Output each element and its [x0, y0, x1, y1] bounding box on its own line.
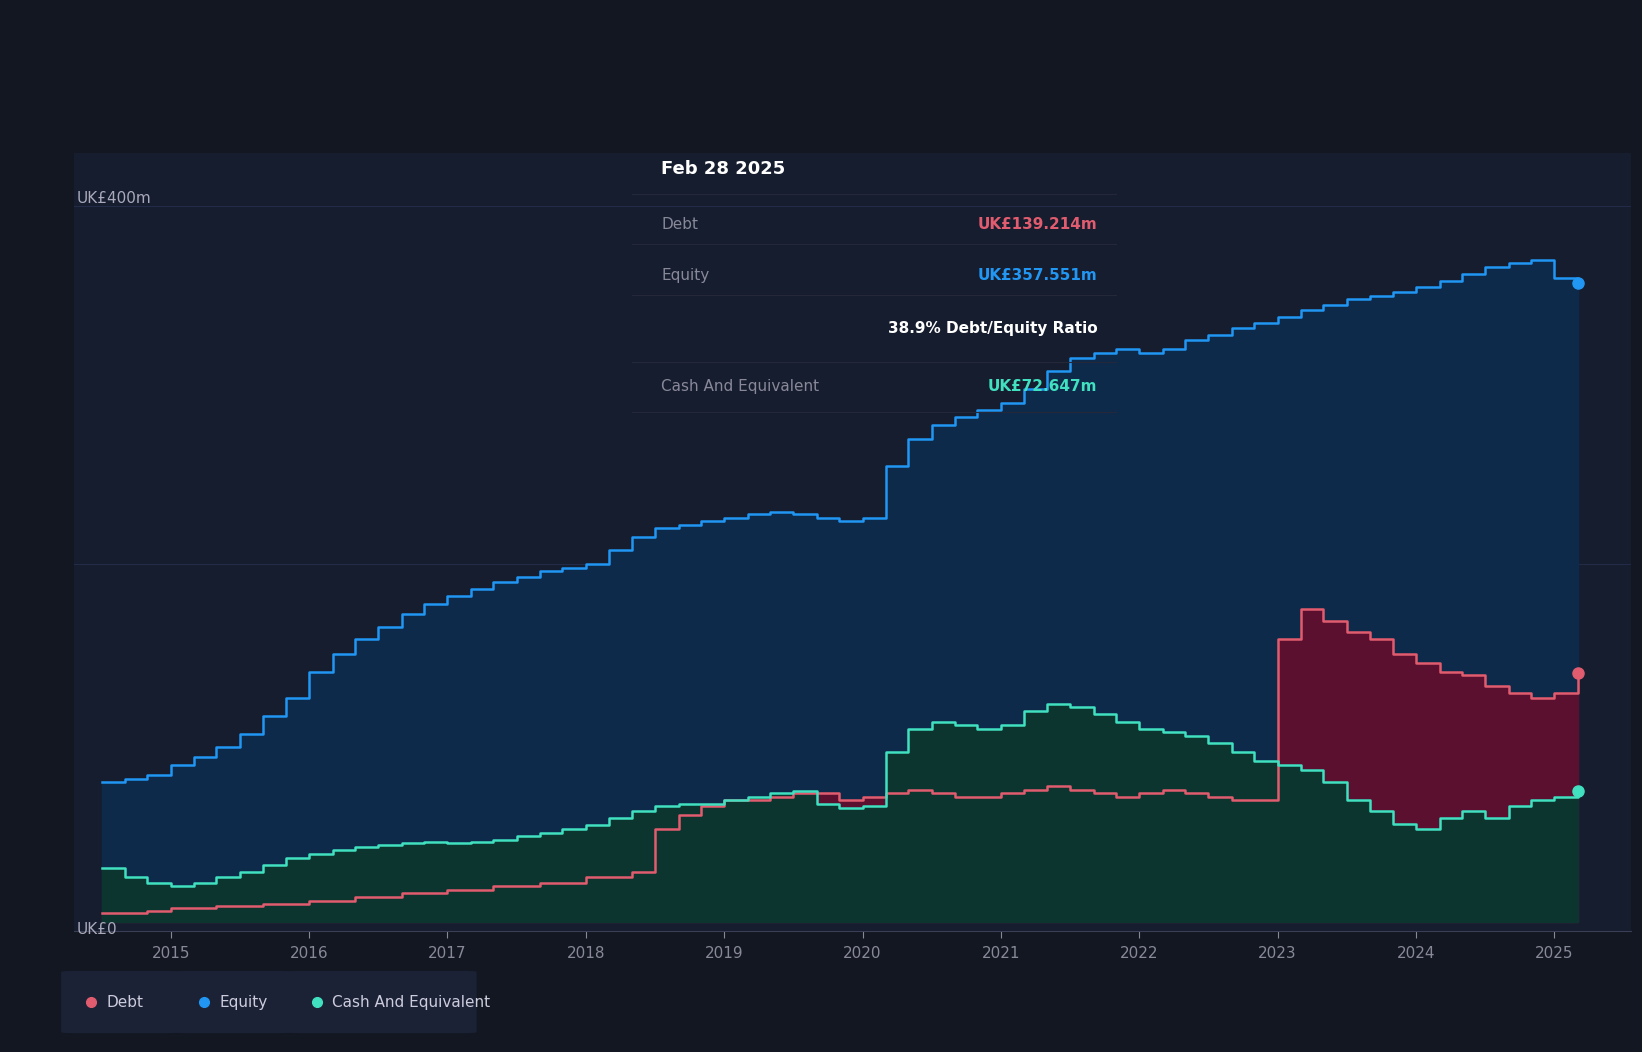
- Text: 38.9% Debt/Equity Ratio: 38.9% Debt/Equity Ratio: [888, 322, 1097, 337]
- FancyBboxPatch shape: [61, 971, 179, 1033]
- Text: UK£400m: UK£400m: [77, 191, 151, 206]
- FancyBboxPatch shape: [174, 971, 292, 1033]
- Text: UK£357.551m: UK£357.551m: [977, 267, 1097, 283]
- FancyBboxPatch shape: [287, 971, 476, 1033]
- Text: Equity: Equity: [220, 994, 268, 1010]
- Text: UK£139.214m: UK£139.214m: [977, 217, 1097, 232]
- Text: Cash And Equivalent: Cash And Equivalent: [332, 994, 491, 1010]
- Text: Debt: Debt: [662, 217, 698, 232]
- Text: Feb 28 2025: Feb 28 2025: [662, 160, 785, 178]
- Text: Equity: Equity: [662, 267, 709, 283]
- Text: UK£0: UK£0: [77, 922, 118, 937]
- Text: Debt: Debt: [107, 994, 143, 1010]
- Text: UK£72.647m: UK£72.647m: [988, 379, 1097, 393]
- Text: Cash And Equivalent: Cash And Equivalent: [662, 379, 819, 393]
